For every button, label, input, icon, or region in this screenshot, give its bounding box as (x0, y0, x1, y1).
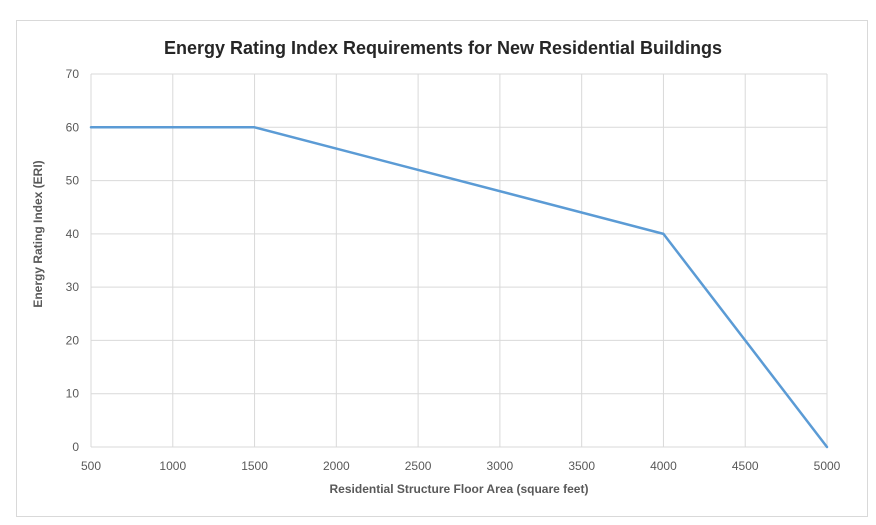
x-tick-label: 5000 (814, 459, 841, 473)
x-tick-label: 1000 (159, 459, 186, 473)
gridlines (90, 73, 828, 448)
x-tick-label: 4500 (732, 459, 759, 473)
x-axis-ticks: 500 1000 1500 2000 2500 3000 3500 4000 4500 5000 (81, 459, 841, 473)
y-tick-label: 0 (72, 440, 79, 454)
x-tick-label: 2000 (323, 459, 350, 473)
y-tick-label: 50 (66, 174, 80, 188)
x-axis-title: Residential Structure Floor Area (square… (330, 482, 589, 496)
x-tick-label: 2500 (405, 459, 432, 473)
y-axis-ticks: 0 10 20 30 40 50 60 70 (66, 67, 80, 454)
x-tick-label: 3500 (568, 459, 595, 473)
y-tick-label: 70 (66, 67, 80, 81)
x-tick-label: 3000 (487, 459, 514, 473)
chart-title: Energy Rating Index Requirements for New… (164, 38, 722, 58)
x-tick-label: 1500 (241, 459, 268, 473)
x-tick-label: 4000 (650, 459, 677, 473)
line-chart: Energy Rating Index Requirements for New… (31, 38, 841, 496)
x-tick-label: 500 (81, 459, 101, 473)
chart-frame: Energy Rating Index Requirements for New… (16, 20, 868, 517)
y-tick-label: 20 (66, 333, 80, 347)
y-tick-label: 40 (66, 227, 80, 241)
y-tick-label: 60 (66, 120, 80, 134)
series-layer (89, 126, 829, 449)
series-line (89, 126, 829, 449)
y-tick-label: 30 (66, 280, 80, 294)
y-tick-label: 10 (66, 387, 80, 401)
y-axis-title: Energy Rating Index (ERI) (31, 160, 45, 307)
